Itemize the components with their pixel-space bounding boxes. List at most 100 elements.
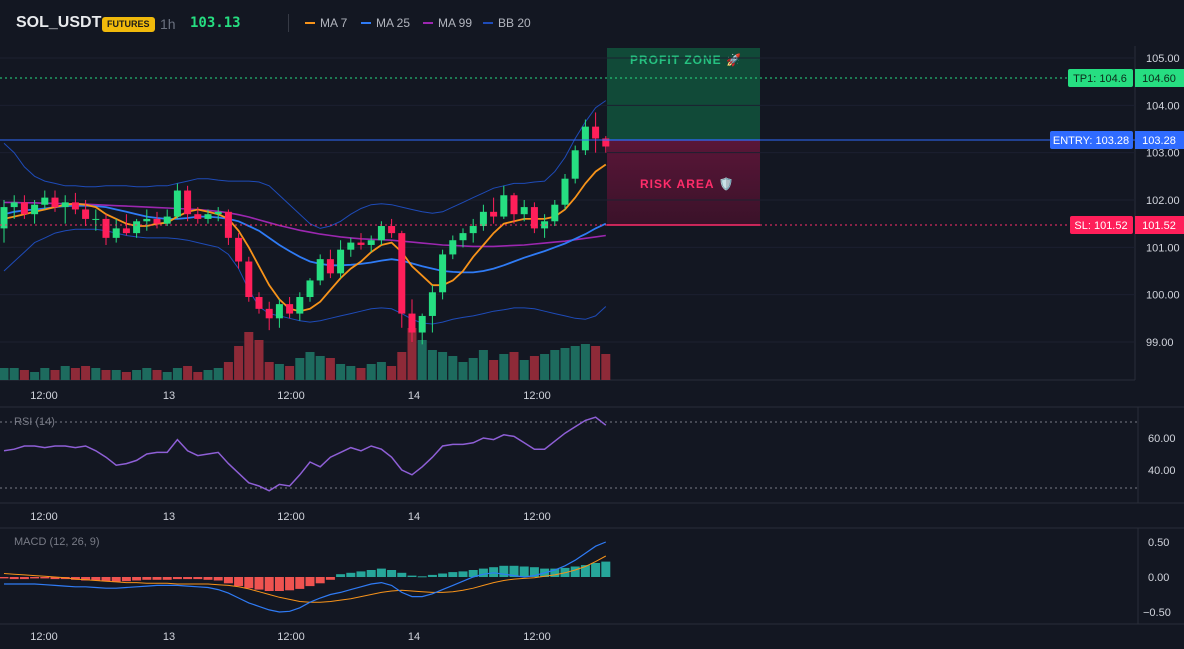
legend-bb20[interactable]: BB 20 [483, 16, 531, 30]
macd-title[interactable]: MACD (12, 26, 9) [14, 536, 100, 548]
volume-bar [0, 368, 9, 380]
candle-body[interactable] [326, 259, 334, 274]
time-axis-main[interactable]: 12:00 13 12:00 14 12:00 [30, 390, 551, 402]
candle-body[interactable] [173, 190, 181, 217]
candle-body[interactable] [184, 190, 192, 215]
candle-body[interactable] [204, 214, 212, 219]
volume-bar [427, 350, 437, 380]
candle-body[interactable] [551, 204, 559, 222]
candle-body[interactable] [490, 211, 498, 217]
risk-zone[interactable] [607, 140, 760, 225]
candle-body[interactable] [133, 221, 141, 234]
legend-ma99[interactable]: MA 99 [423, 16, 472, 30]
rsi-title[interactable]: RSI (14) [14, 416, 55, 428]
candle-body[interactable] [428, 292, 436, 316]
volume-bar [30, 372, 40, 380]
macd-histogram-bar [183, 577, 193, 580]
candle-body[interactable] [41, 197, 49, 205]
volume-bar [70, 368, 80, 380]
macd-histogram-bar [529, 567, 539, 577]
profit-zone[interactable] [607, 48, 760, 140]
candle-body[interactable] [153, 218, 161, 224]
time-axis-rsi[interactable]: 12:00 13 12:00 14 12:00 [30, 511, 551, 523]
candle-body[interactable] [122, 228, 130, 234]
candle-body[interactable] [581, 126, 589, 151]
symbol-title[interactable]: SOL_USDT [16, 14, 102, 31]
candle-body[interactable] [388, 226, 396, 234]
candle-body[interactable] [286, 304, 294, 314]
candle-body[interactable] [306, 280, 314, 298]
tp-tag [1068, 69, 1133, 87]
legend-ma7[interactable]: MA 7 [305, 16, 347, 30]
candle-body[interactable] [469, 226, 477, 234]
candle-body[interactable] [418, 315, 426, 333]
candle-body[interactable] [479, 211, 487, 227]
candle-body[interactable] [367, 240, 375, 245]
macd-histogram-bar [458, 571, 468, 577]
candle-body[interactable] [530, 207, 538, 229]
candle-body[interactable] [296, 297, 304, 314]
candle-body[interactable] [316, 259, 324, 281]
candle-body[interactable] [275, 304, 283, 319]
time-axis-macd[interactable]: 12:00 13 12:00 14 12:00 [30, 631, 551, 643]
timeframe-selector[interactable]: 1h [160, 16, 176, 32]
candle-body[interactable] [71, 202, 79, 210]
candle-body[interactable] [20, 202, 28, 215]
candle-body[interactable] [235, 237, 243, 262]
macd-histogram-bar [244, 577, 254, 589]
volume-bar [40, 368, 50, 380]
candle-body[interactable] [449, 240, 457, 255]
candle-body[interactable] [10, 202, 18, 208]
candle-body[interactable] [214, 211, 222, 215]
candle-body[interactable] [408, 313, 416, 333]
sl-price: 101.52 [1142, 220, 1176, 232]
candle-body[interactable] [31, 204, 39, 215]
legend-ma25[interactable]: MA 25 [361, 16, 410, 30]
tp-price-tag [1135, 69, 1184, 87]
ma7-swatch [305, 21, 315, 24]
candle-body[interactable] [520, 207, 528, 215]
volume-bar [346, 366, 356, 380]
candle-body[interactable] [337, 249, 345, 274]
candle-body[interactable] [143, 218, 151, 222]
macd-histogram-bar [427, 574, 437, 577]
candle-body[interactable] [571, 150, 579, 179]
volume-bar [264, 362, 274, 380]
price-axis[interactable]: 105.00 104.00 103.00 102.00 101.00 100.00 99.0… [1146, 53, 1180, 349]
candle-body[interactable] [112, 228, 120, 238]
candle-body[interactable] [255, 297, 263, 309]
time-label: 13 [163, 511, 175, 523]
volume-bar [9, 368, 19, 380]
candle-body[interactable] [439, 254, 447, 293]
candle-body[interactable] [102, 218, 110, 238]
candle-body[interactable] [347, 242, 355, 250]
candle-body[interactable] [541, 221, 549, 229]
candle-body[interactable] [224, 211, 232, 238]
candle-body[interactable] [92, 218, 100, 220]
candle-body[interactable] [561, 178, 569, 205]
candle-body[interactable] [510, 195, 518, 215]
candle-body[interactable] [377, 226, 385, 241]
candle-body[interactable] [245, 261, 253, 298]
candle-body[interactable] [500, 195, 508, 217]
candle-body[interactable] [602, 138, 610, 147]
candle-body[interactable] [194, 214, 202, 219]
candle-body[interactable] [61, 202, 69, 208]
candlesticks[interactable] [0, 112, 610, 345]
macd-signal-line [3, 555, 607, 603]
candle-body[interactable] [459, 233, 467, 241]
chart-header: SOL_USDT FUTURES 1h 103.13 MA 7 MA 25 MA… [0, 0, 1184, 46]
candle-body[interactable] [592, 126, 600, 139]
candle-body[interactable] [398, 233, 406, 314]
candle-body[interactable] [357, 242, 365, 245]
volume-bar [560, 348, 570, 380]
candle-body[interactable] [82, 209, 90, 219]
candle-body[interactable] [163, 216, 171, 224]
candle-body[interactable] [265, 308, 273, 319]
macd-histogram-bar [213, 577, 223, 581]
candle-body[interactable] [0, 207, 8, 229]
macd-tick-zero: 0.00 [1148, 572, 1169, 584]
candle-body[interactable] [51, 197, 59, 208]
time-label: 12:00 [523, 390, 551, 402]
